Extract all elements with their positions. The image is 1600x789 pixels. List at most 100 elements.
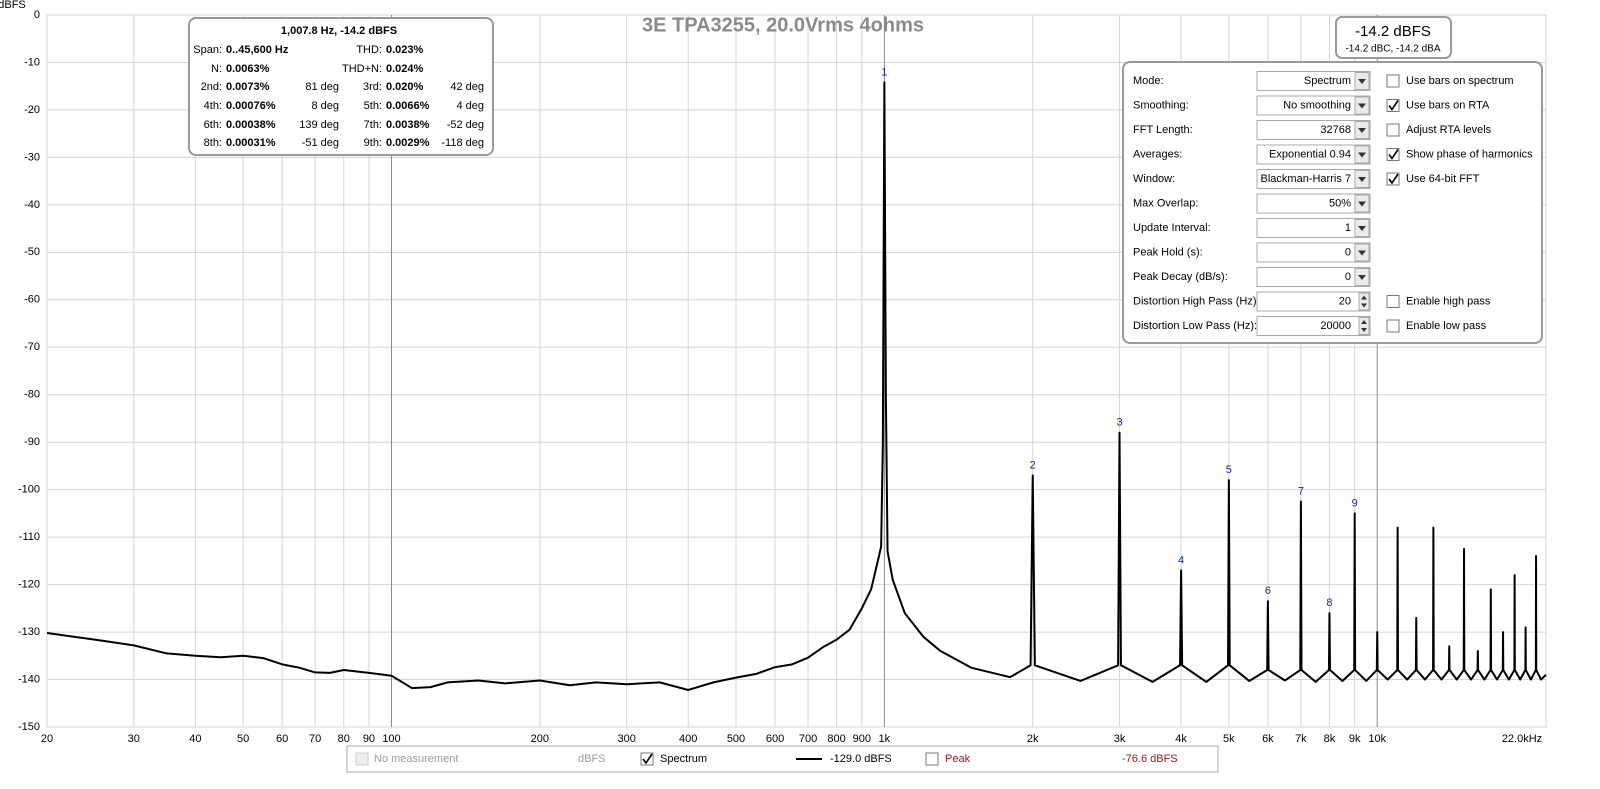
- legend-frame: [346, 745, 1219, 773]
- setting-label: Peak Hold (s):: [1133, 246, 1203, 258]
- setting-field[interactable]: [1256, 95, 1371, 116]
- legend-series-name: Spectrum: [660, 753, 707, 765]
- checkmark: [1388, 100, 1399, 111]
- settings-panel: Mode: Spectrum Use bars on spectrum Smoothi…: [1122, 61, 1543, 344]
- info-label: 4th:: [204, 100, 222, 112]
- info-label: 7th:: [364, 119, 382, 131]
- checkbox[interactable]: [925, 752, 939, 766]
- checkbox[interactable]: [1386, 295, 1400, 308]
- setting-label: Max Overlap:: [1133, 197, 1198, 209]
- dropdown-arrow: [1358, 103, 1366, 109]
- setting-label: Window:: [1133, 173, 1175, 185]
- x-tick-label: 600: [766, 733, 784, 745]
- checkbox[interactable]: [355, 752, 369, 766]
- y-tick-label: -90: [24, 436, 40, 448]
- x-tick-label: 22.0kHz: [1502, 733, 1542, 745]
- x-tick-label: 30: [128, 733, 140, 745]
- setting-field[interactable]: [1256, 291, 1371, 312]
- info-value: 0.024%: [386, 63, 424, 75]
- setting-label: Smoothing:: [1133, 99, 1189, 111]
- checkbox[interactable]: [1386, 319, 1400, 333]
- setting-field[interactable]: [1256, 120, 1371, 140]
- spinner-arrows: [1361, 320, 1367, 332]
- dropdown-arrow: [1358, 152, 1366, 158]
- setting-label: FFT Length:: [1133, 124, 1193, 136]
- chart-title: 3E TPA3255, 20.0Vrms 4ohms: [642, 14, 924, 36]
- harmonic-label: 8: [1326, 597, 1332, 609]
- y-tick-label: -100: [18, 484, 40, 496]
- checkbox-label: Enable low pass: [1406, 320, 1487, 332]
- x-tick-label: 40: [189, 733, 201, 745]
- x-tick-label: 500: [727, 733, 745, 745]
- x-tick-label: 3k: [1114, 733, 1126, 745]
- x-tick-label: 200: [531, 733, 549, 745]
- setting-value: Spectrum: [1304, 75, 1351, 87]
- level-box: -14.2 dBFS -14.2 dBC, -14.2 dBA: [1335, 16, 1452, 59]
- y-tick-label: -120: [18, 579, 40, 591]
- spinner[interactable]: [1358, 317, 1370, 335]
- setting-label: Distortion High Pass (Hz):: [1133, 295, 1260, 307]
- setting-field[interactable]: [1256, 169, 1371, 189]
- info-value: 0.0066%: [386, 100, 430, 112]
- info-value: 0.00038%: [226, 119, 276, 131]
- checkbox-label: Use 64-bit FFT: [1406, 173, 1480, 185]
- info-phase: 42 deg: [450, 81, 484, 93]
- x-tick-label: 90: [363, 733, 375, 745]
- y-axis-label: dBFS: [0, 0, 26, 11]
- info-box: 1,007.8 Hz, -14.2 dBFS Span: 0..45,600 Hz…: [188, 17, 494, 156]
- setting-value: 1: [1345, 222, 1351, 234]
- y-tick-label: -110: [19, 531, 40, 543]
- y-tick-label: -70: [24, 341, 40, 353]
- checkmark: [642, 753, 653, 765]
- info-value: 0.0063%: [226, 63, 270, 75]
- checkbox-label: Adjust RTA levels: [1406, 124, 1492, 136]
- setting-field[interactable]: [1256, 71, 1371, 91]
- checkbox[interactable]: [1386, 123, 1400, 137]
- y-tick-label: -40: [24, 199, 40, 211]
- x-tick-label: 900: [853, 733, 871, 745]
- setting-field[interactable]: [1256, 193, 1371, 214]
- setting-field[interactable]: [1256, 242, 1371, 263]
- x-tick-label: 20: [41, 733, 53, 745]
- y-tick-label: 0: [34, 9, 40, 21]
- legend-text: Peak: [945, 753, 971, 765]
- spectrum-line: [46, 81, 1547, 691]
- spinner[interactable]: [1358, 292, 1370, 311]
- harmonic-label: 7: [1298, 485, 1304, 497]
- dropdown-arrow: [1358, 226, 1366, 231]
- info-label: 6th:: [204, 119, 222, 131]
- setting-field[interactable]: [1256, 218, 1371, 238]
- dropdown-arrow: [1358, 201, 1366, 207]
- setting-field[interactable]: [1256, 267, 1371, 287]
- harmonic-label: 5: [1226, 464, 1232, 476]
- y-tick-label: -150: [18, 721, 40, 733]
- x-tick-label: 6k: [1262, 733, 1274, 745]
- info-phase: -51 deg: [302, 137, 339, 149]
- setting-label: Peak Decay (dB/s):: [1133, 271, 1228, 283]
- info-label: 8th:: [204, 137, 222, 149]
- x-tick-label: 60: [276, 733, 288, 745]
- checkbox-label: Show phase of harmonics: [1406, 148, 1533, 160]
- checkbox-label: Use bars on RTA: [1406, 99, 1490, 111]
- setting-value: Blackman-Harris 7: [1261, 173, 1351, 185]
- info-phase: 8 deg: [311, 100, 339, 112]
- y-tick-label: -30: [24, 151, 40, 163]
- info-label: Span:: [193, 44, 222, 56]
- y-tick-label: -10: [24, 56, 40, 68]
- checkmark: [1388, 149, 1399, 160]
- setting-field[interactable]: [1256, 316, 1371, 336]
- legend-text: -129.0 dBFS: [830, 753, 892, 765]
- legend-bar: No measurement dBFS Spectrum -129.0 dBFS…: [346, 745, 1219, 773]
- info-value: 0.0073%: [226, 81, 270, 93]
- info-label: 2nd:: [201, 81, 222, 93]
- setting-field[interactable]: [1256, 144, 1371, 165]
- x-tick-label: 70: [309, 733, 321, 745]
- dropdown-arrow: [1358, 128, 1366, 133]
- legend-text: dBFS: [578, 753, 606, 765]
- info-value: 0.0038%: [386, 119, 430, 131]
- checkbox[interactable]: [1386, 74, 1400, 88]
- harmonic-label: 9: [1352, 497, 1358, 509]
- setting-value: 50%: [1329, 197, 1351, 209]
- x-tick-label: 800: [827, 733, 845, 745]
- info-value: 0.023%: [386, 44, 424, 56]
